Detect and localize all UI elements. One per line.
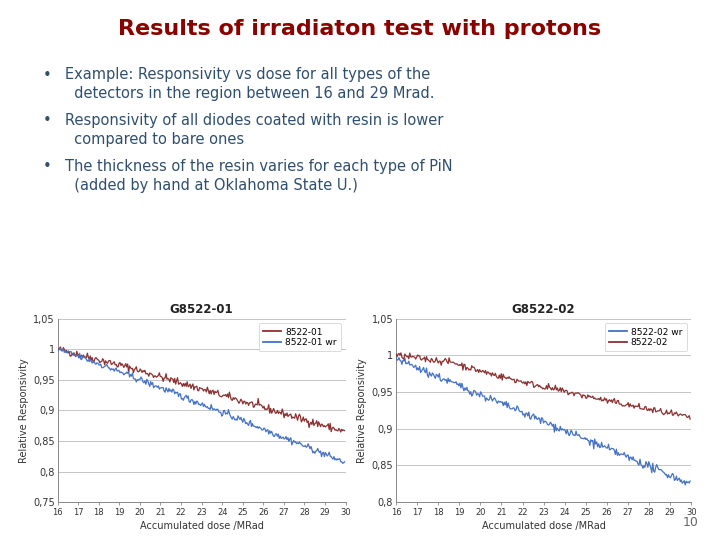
Text: •: • [43,159,52,174]
Text: Responsivity of all diodes coated with resin is lower: Responsivity of all diodes coated with r… [65,113,444,129]
Title: G8522-02: G8522-02 [512,303,575,316]
Text: •: • [43,113,52,129]
Text: detectors in the region between 16 and 29 Mrad.: detectors in the region between 16 and 2… [65,86,434,102]
Text: Results of irradiaton test with protons: Results of irradiaton test with protons [118,19,602,39]
Title: G8522-01: G8522-01 [170,303,233,316]
X-axis label: Accumulated dose /MRad: Accumulated dose /MRad [140,521,264,531]
Text: Example: Responsivity vs dose for all types of the: Example: Responsivity vs dose for all ty… [65,68,430,83]
Text: •: • [43,68,52,83]
Y-axis label: Relative Responsivity: Relative Responsivity [19,358,29,463]
Legend: 8522-01, 8522-01 wr: 8522-01, 8522-01 wr [259,323,341,352]
Text: 10: 10 [683,516,698,529]
Text: The thickness of the resin varies for each type of PiN: The thickness of the resin varies for ea… [65,159,452,174]
X-axis label: Accumulated dose /MRad: Accumulated dose /MRad [482,521,606,531]
Legend: 8522-02 wr, 8522-02: 8522-02 wr, 8522-02 [605,323,687,352]
Text: (added by hand at Oklahoma State U.): (added by hand at Oklahoma State U.) [65,178,358,193]
Text: compared to bare ones: compared to bare ones [65,132,244,147]
Y-axis label: Relative Responsivity: Relative Responsivity [357,358,367,463]
